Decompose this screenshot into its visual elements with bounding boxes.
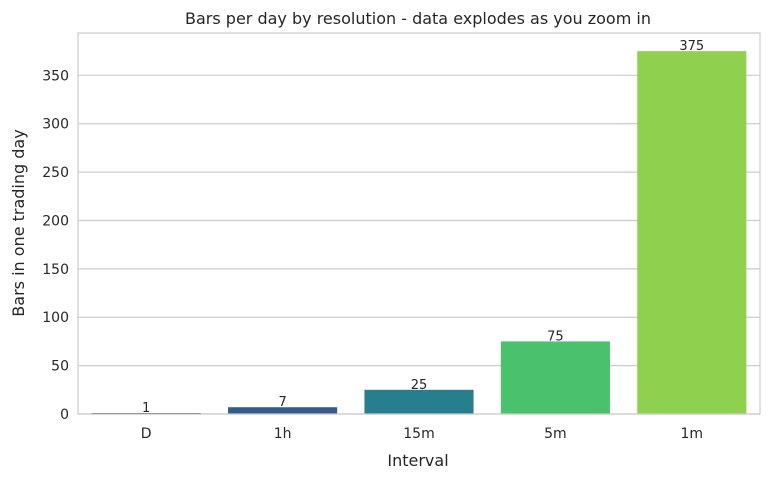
bar-5m <box>500 341 610 414</box>
gridlines <box>78 74 760 415</box>
y-tick-label: 0 <box>60 407 69 423</box>
data-label-5m: 75 <box>547 329 564 344</box>
x-axis-label: Interval <box>387 451 448 470</box>
bars <box>91 51 747 415</box>
data-label-D: 1 <box>142 401 150 416</box>
y-tick-label: 100 <box>42 310 69 326</box>
data-labels: 1 7 25 75 375 <box>142 39 704 416</box>
data-label-15m: 25 <box>411 378 428 393</box>
data-label-1m: 375 <box>679 39 704 54</box>
y-tick-label: 250 <box>42 165 69 181</box>
data-label-1h: 7 <box>278 395 286 410</box>
x-tick-label-D: D <box>141 426 152 442</box>
x-tick-label-15m: 15m <box>403 426 434 442</box>
y-axis-label: Bars in one trading day <box>9 129 28 316</box>
bar-15m <box>364 389 474 414</box>
y-tick-label: 300 <box>42 117 69 133</box>
chart-title: Bars per day by resolution - data explod… <box>185 9 651 28</box>
x-tick-label-1m: 1m <box>681 426 704 442</box>
x-tick-label-5m: 5m <box>544 426 567 442</box>
plot-frame <box>77 32 761 415</box>
bar-1m <box>637 51 747 415</box>
bar-1h <box>228 407 338 414</box>
y-tick-label: 200 <box>42 213 69 229</box>
y-tick-label: 50 <box>51 359 69 375</box>
y-tick-label: 150 <box>42 262 69 278</box>
y-tick-label: 350 <box>42 68 69 84</box>
x-tick-label-1h: 1h <box>274 426 292 442</box>
y-tick-labels: 0 50 100 150 200 250 300 350 <box>42 68 69 423</box>
x-tick-labels: D 1h 15m 5m 1m <box>141 426 703 442</box>
